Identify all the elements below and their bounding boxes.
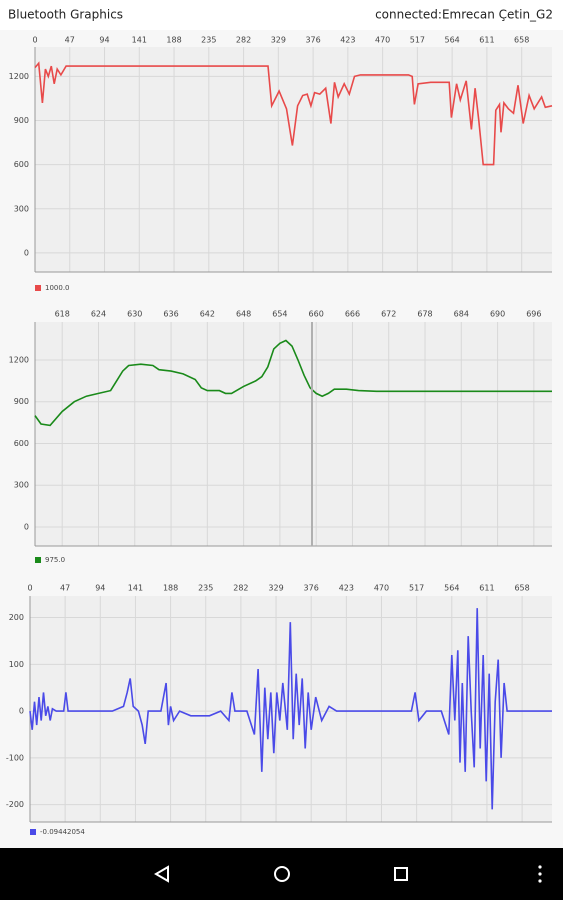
x-tick-label: 636: [163, 310, 178, 319]
legend-label: 975.0: [45, 556, 65, 564]
x-tick-label: 658: [514, 584, 529, 593]
x-tick-label: 611: [479, 36, 494, 45]
menu-button[interactable]: [538, 865, 542, 883]
x-tick-label: 517: [410, 36, 425, 45]
x-tick-label: 0: [27, 584, 32, 593]
x-tick-label: 329: [268, 584, 283, 593]
y-tick-label: 0: [24, 522, 29, 531]
x-tick-label: 684: [454, 310, 469, 319]
x-tick-label: 235: [201, 36, 216, 45]
x-tick-label: 376: [305, 36, 320, 45]
x-tick-label: 94: [95, 584, 105, 593]
x-tick-label: 235: [198, 584, 213, 593]
y-tick-label: 900: [14, 116, 29, 125]
x-tick-label: 624: [91, 310, 106, 319]
legend-swatch: [30, 829, 36, 835]
x-tick-label: 94: [99, 36, 109, 45]
x-tick-label: 517: [409, 584, 424, 593]
app-title: Bluetooth Graphics: [8, 8, 123, 22]
x-tick-label: 47: [65, 36, 75, 45]
series-line: [34, 339, 552, 427]
x-tick-label: 47: [60, 584, 70, 593]
x-tick-label: 329: [271, 36, 286, 45]
x-tick-label: 696: [526, 310, 541, 319]
x-tick-label: 672: [381, 310, 396, 319]
x-tick-label: 376: [304, 584, 319, 593]
y-tick-label: 900: [14, 397, 29, 406]
y-tick-label: 0: [19, 707, 24, 716]
x-tick-label: 282: [236, 36, 251, 45]
x-tick-label: 188: [166, 36, 181, 45]
legend-swatch: [35, 285, 41, 291]
x-tick-label: 666: [345, 310, 360, 319]
x-tick-label: 658: [514, 36, 529, 45]
charts: 0 47 94 141 188 235 282 329 376 423 470 517 564 611 65…: [6, 36, 553, 836]
plot-area: [35, 322, 552, 546]
x-tick-label: 642: [200, 310, 215, 319]
x-tick-label: 470: [375, 36, 390, 45]
plot-area: [35, 47, 552, 272]
y-tick-label: 300: [14, 204, 29, 213]
y-tick-label: 1200: [9, 355, 29, 364]
x-tick-label: 630: [127, 310, 142, 319]
x-tick-label: 564: [445, 36, 460, 45]
x-tick-label: 611: [479, 584, 494, 593]
y-tick-label: -100: [6, 753, 24, 762]
y-tick-label: 600: [14, 160, 29, 169]
home-button[interactable]: [274, 866, 290, 882]
y-tick-label: 1200: [9, 72, 29, 81]
x-tick-label: 678: [417, 310, 432, 319]
nav-bar: [0, 848, 563, 900]
y-tick-label: -200: [6, 800, 24, 809]
x-tick-label: 618: [55, 310, 70, 319]
x-tick-label: 188: [163, 584, 178, 593]
y-tick-label: 200: [9, 613, 24, 622]
x-tick-label: 0: [32, 36, 37, 45]
y-tick-label: 300: [14, 481, 29, 490]
x-tick-label: 690: [490, 310, 505, 319]
series-line: [34, 61, 553, 166]
x-tick-label: 470: [374, 584, 389, 593]
legend-label: 1000.0: [45, 284, 70, 292]
y-tick-label: 600: [14, 439, 29, 448]
connection-status: connected:Emrecan Çetin_G2: [375, 8, 553, 22]
x-tick-label: 660: [309, 310, 324, 319]
legend-label: -0.09442054: [40, 828, 85, 836]
recents-button[interactable]: [394, 867, 408, 881]
back-button[interactable]: [154, 865, 169, 883]
x-tick-label: 423: [340, 36, 355, 45]
x-tick-label: 141: [132, 36, 147, 45]
app-bar: [0, 0, 563, 30]
y-tick-label: 0: [24, 248, 29, 257]
legend-swatch: [35, 557, 41, 563]
x-tick-label: 423: [339, 584, 354, 593]
y-tick-label: 100: [9, 660, 24, 669]
x-tick-label: 648: [236, 310, 251, 319]
series-line: [29, 608, 552, 810]
x-tick-label: 654: [272, 310, 287, 319]
x-tick-label: 141: [128, 584, 143, 593]
x-tick-label: 282: [233, 584, 248, 593]
x-tick-label: 564: [444, 584, 459, 593]
